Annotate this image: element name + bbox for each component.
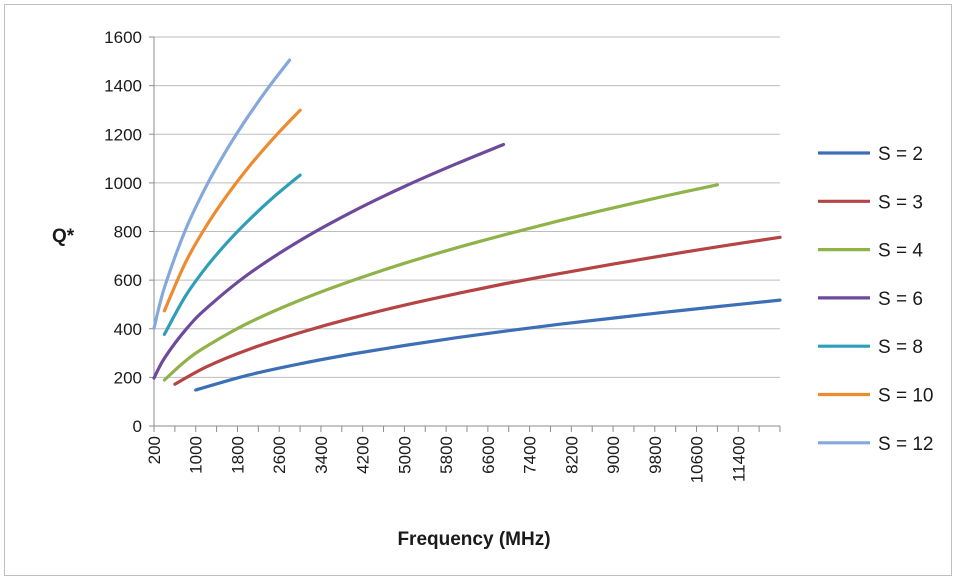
x-tick-label: 1800 [228,436,247,474]
series-lines [152,58,782,392]
x-tick-label: 4200 [354,436,373,474]
x-tick-label: 5000 [395,436,414,474]
y-tick-label: 400 [114,320,142,339]
x-tick-label: 6600 [479,436,498,474]
x-tick-label: 3400 [312,436,331,474]
legend-label: S = 10 [878,386,933,407]
y-tick-label: 0 [133,417,142,436]
axes [149,36,781,432]
series-line-s8 [162,173,302,336]
y-tick-labels: 0 200 400 600 800 1000 1200 1400 1600 [104,28,142,436]
series-line-s10 [162,108,302,313]
x-tick-label: 11400 [729,436,748,482]
series-line-s2 [194,298,782,392]
y-tick-label: 800 [114,223,142,242]
x-tick-label: 8200 [562,436,581,474]
legend: S = 2 S = 3 S = 4 S = 6 S = 8 S = 10 S = 12 [818,144,933,455]
gridlines [154,36,780,378]
x-tick-label: 9000 [604,436,623,474]
y-tick-label: 1400 [104,77,142,96]
y-tick-label: 1600 [104,28,142,47]
x-tick-label: 9800 [646,436,665,474]
x-tick-label: 10600 [688,436,707,483]
x-tick-label: 7400 [521,436,540,474]
legend-label: S = 6 [878,289,923,310]
y-tick-label: 600 [114,271,142,290]
y-tick-label: 1000 [104,174,142,193]
legend-label: S = 2 [878,144,923,165]
series-line-s3 [173,235,782,386]
legend-label: S = 12 [878,434,933,455]
y-tick-label: 200 [114,368,142,387]
x-tick-label: 1000 [187,436,206,474]
x-tick-label: 2600 [270,436,289,474]
legend-label: S = 3 [878,192,923,213]
y-axis-title: Q* [52,226,75,247]
series-line-s4 [162,183,719,382]
legend-label: S = 4 [878,241,923,262]
x-tick-label: 5800 [437,436,456,474]
x-tick-labels: 200 1000 1800 2600 3400 4200 5000 5800 6600 7400 8… [145,436,748,483]
series-line-s12 [152,58,292,330]
y-tick-label: 1200 [104,125,142,144]
x-tick-label: 200 [145,436,164,464]
series-line-s6 [152,142,506,380]
x-axis-title: Frequency (MHz) [397,529,550,550]
legend-label: S = 8 [878,337,923,358]
